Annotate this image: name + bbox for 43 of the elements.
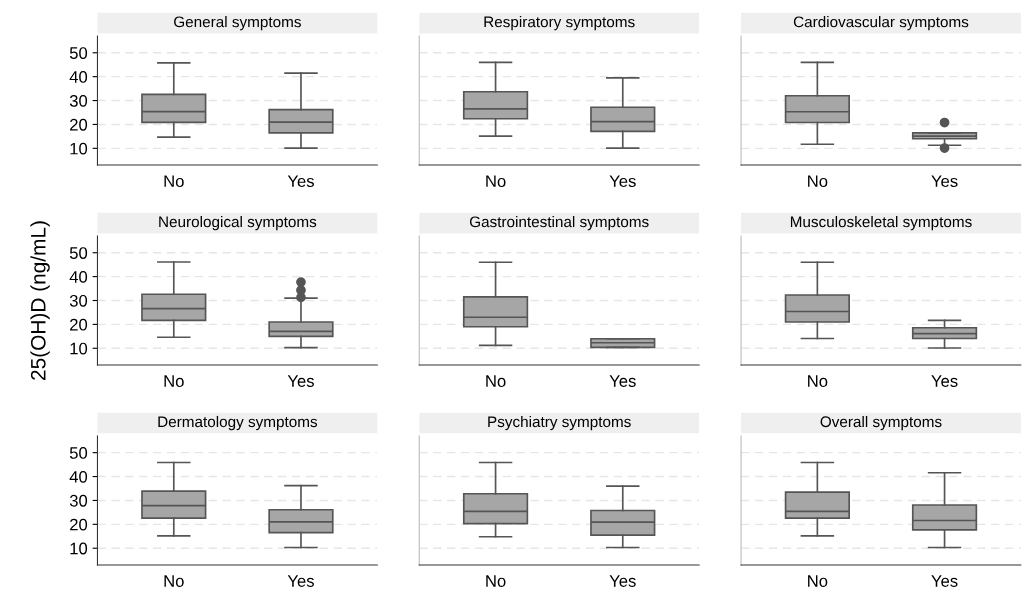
x-tick-label: Yes xyxy=(931,575,958,587)
y-tick-label: 40 xyxy=(69,470,88,483)
x-tick-label: No xyxy=(486,575,506,587)
x-tick-label: Yes xyxy=(931,175,958,188)
y-tick-label: 30 xyxy=(69,94,88,107)
chart-title: Gastrointestinal symptoms xyxy=(469,215,649,231)
y-tick-label: 50 xyxy=(69,47,88,59)
y-tick-label: 40 xyxy=(69,271,88,283)
x-tick-label: No xyxy=(808,175,828,188)
x-tick-label: Yes xyxy=(287,175,314,188)
chart-title: Musculoskeletal symptoms xyxy=(790,215,972,231)
chart-title: General symptoms xyxy=(174,16,301,31)
x-tick-label: Yes xyxy=(287,575,314,587)
chart-title: Neurological symptoms xyxy=(159,215,317,231)
y-tick-label: 10 xyxy=(70,342,88,355)
chart-title: Psychiatry symptoms xyxy=(488,415,631,431)
x-tick-label: No xyxy=(808,375,828,387)
y-tick-label: 20 xyxy=(70,518,88,531)
x-tick-label: No xyxy=(164,575,184,587)
y-tick-label: 40 xyxy=(69,71,88,83)
y-tick-label: 10 xyxy=(70,542,88,555)
x-tick-label: No xyxy=(164,175,184,188)
x-tick-label: Yes xyxy=(609,575,636,587)
chart-title: Cardiovascular symptoms xyxy=(793,16,969,31)
x-tick-label: No xyxy=(486,375,506,387)
chart-title: Respiratory symptoms xyxy=(484,16,635,31)
y-tick-label: 50 xyxy=(69,247,88,259)
y-axis-title: 25(OH)D (ng/mL) xyxy=(30,221,50,380)
chart-title: Overall symptoms xyxy=(820,415,942,431)
x-tick-label: No xyxy=(486,175,506,188)
y-tick-label: 30 xyxy=(69,494,88,507)
y-tick-label: 50 xyxy=(69,447,88,459)
x-tick-label: Yes xyxy=(287,375,314,387)
x-tick-label: Yes xyxy=(931,375,958,387)
x-tick-label: Yes xyxy=(609,375,636,387)
x-tick-label: No xyxy=(164,375,184,387)
y-tick-label: 30 xyxy=(69,294,88,307)
x-tick-label: Yes xyxy=(609,175,636,188)
y-tick-label: 10 xyxy=(70,142,88,155)
x-tick-label: No xyxy=(808,575,828,587)
y-tick-label: 20 xyxy=(70,118,88,131)
y-tick-label: 20 xyxy=(70,318,88,331)
chart-title: Dermatology symptoms xyxy=(158,415,318,431)
